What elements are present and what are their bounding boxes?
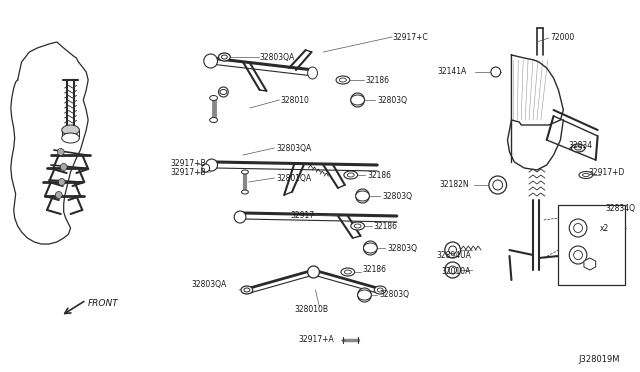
Ellipse shape <box>61 133 79 143</box>
Ellipse shape <box>572 144 585 152</box>
Text: 72000: 72000 <box>550 32 575 42</box>
Ellipse shape <box>336 76 350 84</box>
Text: 32186: 32186 <box>373 221 397 231</box>
Text: 32834Q: 32834Q <box>605 203 636 212</box>
Ellipse shape <box>579 171 593 179</box>
Circle shape <box>573 250 582 260</box>
Circle shape <box>55 192 62 199</box>
Text: 32803Q: 32803Q <box>377 96 407 105</box>
Circle shape <box>60 164 67 170</box>
Ellipse shape <box>364 243 377 253</box>
Text: 32186: 32186 <box>365 76 390 84</box>
Ellipse shape <box>241 170 248 174</box>
Text: 32803Q: 32803Q <box>387 244 417 253</box>
Ellipse shape <box>308 67 317 79</box>
Circle shape <box>358 288 371 302</box>
Text: 32141A: 32141A <box>437 67 466 76</box>
Circle shape <box>234 211 246 223</box>
Text: x2: x2 <box>600 224 609 232</box>
Ellipse shape <box>210 96 218 100</box>
Circle shape <box>218 87 228 97</box>
Text: J328019M: J328019M <box>578 356 620 365</box>
Ellipse shape <box>339 78 346 82</box>
Ellipse shape <box>348 173 354 177</box>
Ellipse shape <box>377 288 383 292</box>
Ellipse shape <box>210 118 218 122</box>
Text: FRONT: FRONT <box>88 298 119 308</box>
Text: 32186: 32186 <box>367 170 392 180</box>
Circle shape <box>58 179 65 186</box>
Ellipse shape <box>61 125 79 135</box>
Circle shape <box>449 246 456 254</box>
Text: 32010A: 32010A <box>442 267 471 276</box>
Text: 32803QA: 32803QA <box>276 144 312 153</box>
Ellipse shape <box>356 191 369 201</box>
Text: 32803Q: 32803Q <box>382 192 412 201</box>
Text: 32917+A: 32917+A <box>299 336 335 344</box>
Ellipse shape <box>351 95 364 105</box>
Ellipse shape <box>354 224 361 228</box>
Ellipse shape <box>575 146 582 150</box>
Ellipse shape <box>341 268 355 276</box>
Circle shape <box>493 180 502 190</box>
Text: 32917+B: 32917+B <box>170 167 206 176</box>
Circle shape <box>569 219 587 237</box>
Text: 32917+C: 32917+C <box>393 32 429 42</box>
Circle shape <box>491 67 500 77</box>
Circle shape <box>489 176 506 194</box>
Circle shape <box>308 266 319 278</box>
Ellipse shape <box>220 90 227 94</box>
Circle shape <box>356 189 369 203</box>
Text: 328010B: 328010B <box>294 305 328 314</box>
Text: 32917+B: 32917+B <box>170 158 206 167</box>
Circle shape <box>204 54 218 68</box>
Text: 32803Q: 32803Q <box>379 291 409 299</box>
Circle shape <box>569 246 587 264</box>
Text: 32803QA: 32803QA <box>260 52 295 61</box>
Ellipse shape <box>582 173 589 176</box>
Polygon shape <box>584 258 596 270</box>
Circle shape <box>445 242 461 258</box>
Text: 32917: 32917 <box>290 211 314 219</box>
Ellipse shape <box>221 55 227 59</box>
Circle shape <box>449 266 456 274</box>
Ellipse shape <box>351 222 364 230</box>
Circle shape <box>202 164 210 172</box>
Text: 32894UA: 32894UA <box>436 250 471 260</box>
Circle shape <box>364 241 377 255</box>
Ellipse shape <box>344 171 358 179</box>
Text: 328010: 328010 <box>280 96 309 105</box>
Circle shape <box>58 148 64 155</box>
Ellipse shape <box>374 286 386 294</box>
Text: 32186: 32186 <box>362 266 387 275</box>
Ellipse shape <box>344 270 351 274</box>
Ellipse shape <box>218 53 230 61</box>
Circle shape <box>351 93 364 107</box>
Ellipse shape <box>241 190 248 194</box>
Text: 32834: 32834 <box>568 141 593 150</box>
Circle shape <box>573 224 582 232</box>
Text: 32801QA: 32801QA <box>276 173 312 183</box>
Ellipse shape <box>244 288 250 292</box>
Ellipse shape <box>358 290 371 300</box>
Text: 32182N: 32182N <box>439 180 468 189</box>
Circle shape <box>445 262 461 278</box>
Bar <box>559 205 625 285</box>
Text: 32803QA: 32803QA <box>191 280 227 289</box>
Circle shape <box>205 159 218 171</box>
Ellipse shape <box>241 286 253 294</box>
Text: 32917+D: 32917+D <box>589 167 625 176</box>
Ellipse shape <box>205 55 216 67</box>
